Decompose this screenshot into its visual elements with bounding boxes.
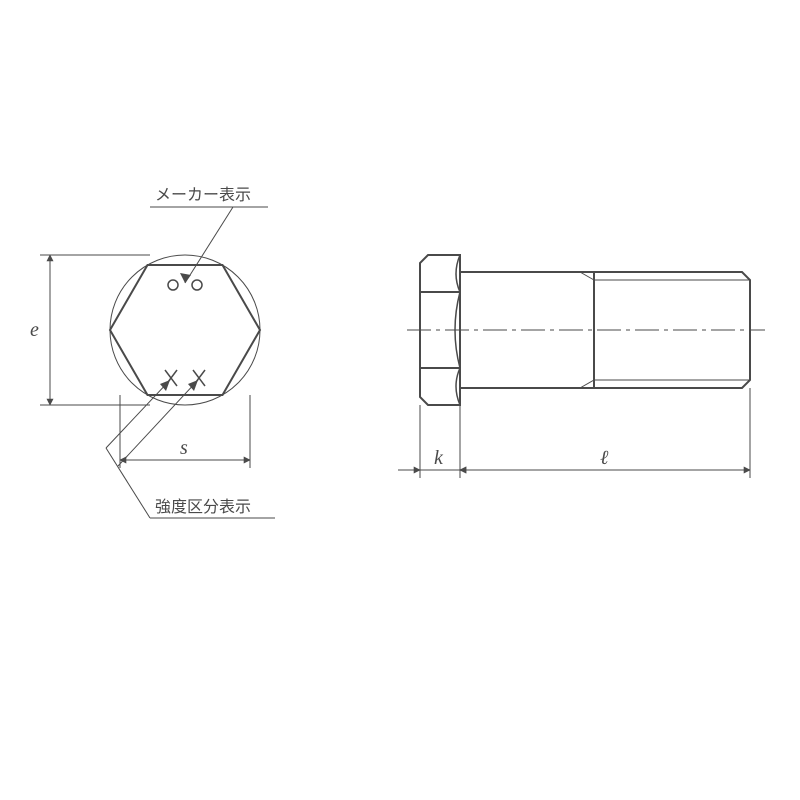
- hex-head-outline: [110, 265, 260, 395]
- maker-mark-2: [192, 280, 202, 290]
- dim-l-label: ℓ: [600, 447, 609, 469]
- dim-e-label: e: [30, 319, 39, 341]
- dim-k-label: k: [434, 447, 444, 469]
- maker-annotation: メーカー表示: [150, 186, 268, 283]
- dimension-l: ℓ: [460, 388, 750, 478]
- dimension-s: s: [120, 395, 250, 468]
- maker-mark-1: [168, 280, 178, 290]
- dim-s-label: s: [180, 437, 188, 459]
- dimension-k: k: [398, 405, 482, 478]
- strength-label: 強度区分表示: [155, 498, 251, 516]
- bolt-diagram: メーカー表示 強度区分表示 e s: [0, 0, 800, 800]
- side-view: [407, 255, 765, 405]
- maker-label: メーカー表示: [155, 186, 251, 204]
